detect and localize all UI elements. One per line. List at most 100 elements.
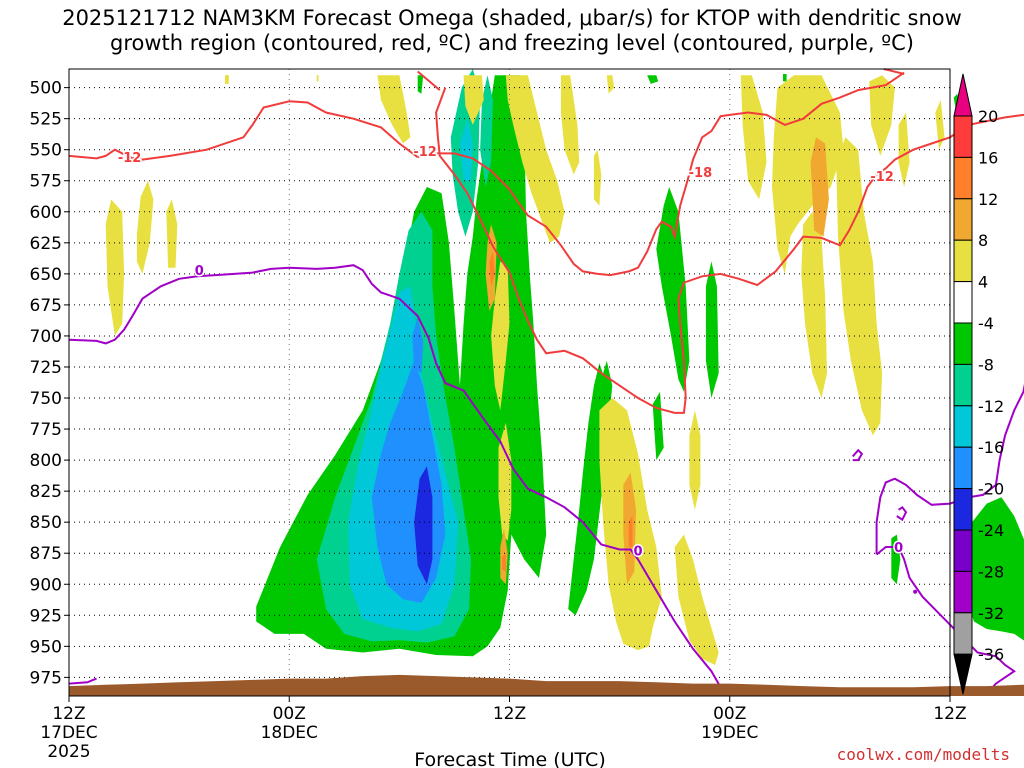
omega-region-38 [491,261,510,411]
y-tick-label-950: 950 [30,637,62,657]
y-axis: 500 525 550 575 600 625 650 675 700 725 750 775 800 8… [30,79,69,688]
y-tick-label-800: 800 [30,451,62,471]
omega-region-22 [459,118,473,181]
x-tick-label-0-2: 17DEC [40,723,97,743]
omega-region-32 [225,75,229,82]
freezing-contour-0 [68,264,722,688]
dgz-contour-0 [68,100,419,161]
freezing-label-a: 0 [195,264,204,279]
x-tick-label-12-2: 18DEC [261,723,318,743]
omega-region-58 [502,553,506,572]
colorbar-swatch-8 [953,446,973,490]
x-axis: 12Z17DEC202500Z18DEC12Z00Z19DEC12Z00Z20D… [40,696,967,762]
y-tick-label-675: 675 [30,296,62,316]
dgz-label-minus18: -18 [689,166,713,181]
freezing-contour-3 [896,505,908,522]
freezing-dot-0 [913,589,918,594]
omega-region-36 [560,75,580,175]
colorbar-label-5: -4 [978,314,994,333]
colorbar-label-2: 12 [978,190,998,209]
colorbar-label-12: -32 [978,604,1004,623]
dgz-label-minus12-a: -12 [118,151,142,166]
colorbar-label-0: 20 [978,107,998,126]
omega-region-47 [836,137,883,436]
terrain [69,674,1024,696]
dgz-label-minus12-b: -12 [413,145,437,160]
freezing-label-b: 0 [633,545,642,560]
x-tick-label-0-1: 12Z [52,704,85,724]
y-tick-label-600: 600 [30,203,62,223]
colorbar-swatch-4 [953,281,973,324]
omega-region-39 [593,149,602,206]
omega-region-57 [489,251,495,287]
colorbar-label-8: -16 [978,438,1004,457]
freezing-label-c: 0 [894,541,903,556]
colorbar-swatch-10 [953,529,973,572]
x-tick-label-36-2: 19DEC [701,723,758,743]
colorbar-label-11: -28 [978,562,1004,581]
colorbar-swatch-9 [953,488,973,531]
omega-region-3 [705,261,719,398]
x-axis-label: Forecast Time (UTC) [414,749,605,768]
omega-region-40 [498,422,512,541]
y-tick-label-725: 725 [30,358,62,378]
omega-region-43 [674,534,719,665]
y-tick-label-825: 825 [30,482,62,502]
x-tick-label-24-1: 12Z [493,704,526,724]
colorbar-label-1: 16 [978,148,998,167]
omega-region-34 [463,75,484,125]
chart-title-line-1: 2025121712 NAM3KM Forecast Omega (shaded… [62,6,962,30]
omega-region-33 [377,75,411,144]
y-tick-label-925: 925 [30,606,62,626]
colorbar-label-13: -36 [978,645,1004,664]
contours: -12 -12 -18 -12 0 0 0 [68,68,1024,691]
omega-region-50 [935,100,945,150]
omega-region-48 [869,75,895,156]
colorbar-swatch-7 [953,405,973,448]
y-tick-label-550: 550 [30,141,62,161]
chart-title-line-2: growth region (contoured, red, ºC) and f… [110,31,914,55]
colorbar-swatch-3 [953,239,973,283]
colorbar-label-7: -12 [978,397,1004,416]
omega-region-28 [136,180,154,274]
y-tick-label-575: 575 [30,172,62,192]
freezing-contour-6 [851,448,864,462]
omega-region-37 [606,75,615,94]
colorbar-swatch-11 [953,570,973,614]
y-tick-label-525: 525 [30,110,62,130]
colorbar-label-6: -8 [978,355,994,374]
x-tick-label-48-1: 12Z [933,704,966,724]
y-tick-label-650: 650 [30,265,62,285]
colorbar-top-arrow [953,73,973,117]
omega-region-45 [772,75,844,274]
omega-region-59 [628,516,633,547]
dgz-contour-3 [417,70,441,91]
source-credit: coolwx.com/modelts [836,745,1010,764]
omega-region-26 [414,466,433,585]
colorbar-swatch-0 [953,115,973,158]
omega-region-35 [505,75,565,243]
colorbar-swatch-12 [953,612,973,655]
omega-region-15 [783,74,787,82]
omega-region-44 [740,75,767,200]
x-tick-label-0-3: 2025 [47,742,90,762]
omega-region-25 [412,317,424,374]
omega-region-7 [959,497,1024,641]
colorbar-swatch-6 [953,363,973,407]
y-tick-label-850: 850 [30,513,62,533]
omega-region-11 [417,75,424,94]
colorbar-label-3: 8 [978,231,988,250]
omega-region-18 [480,75,493,187]
colorbar-swatch-2 [953,198,973,241]
omega-region-27 [105,199,125,336]
dgz-contour-4 [883,68,905,75]
colorbar: 20 16 12 8 4 -4 -8 -12 -16 -20 -24 -28 -32 -36 [953,73,1004,695]
dgz-contour-1 [417,71,905,277]
colorbar-swatch-5 [953,322,973,365]
colorbar-bottom-arrow [953,653,973,695]
omega-region-6 [652,391,664,461]
y-tick-label-975: 975 [30,668,62,688]
x-tick-label-36-1: 00Z [713,704,746,724]
colorbar-label-4: 4 [978,273,988,292]
